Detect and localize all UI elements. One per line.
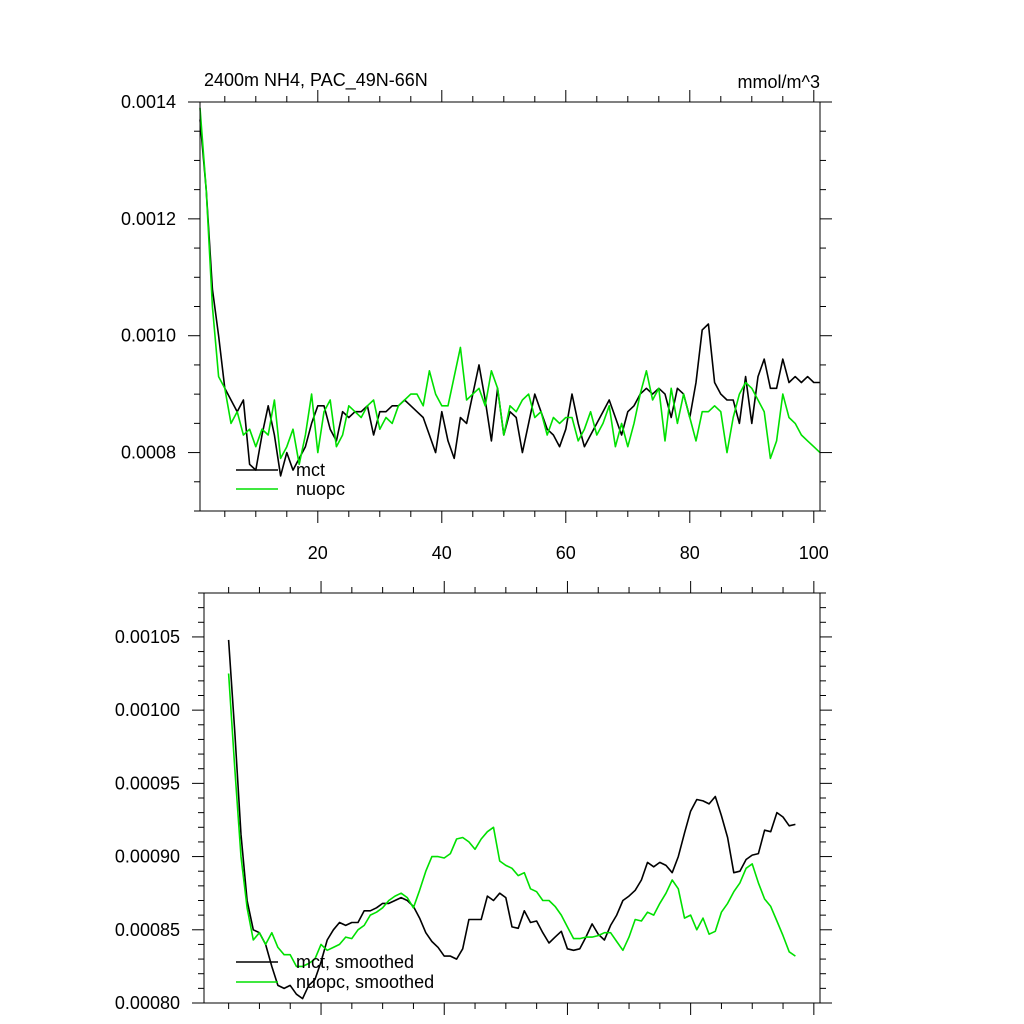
top-panel: 2400m NH4, PAC_49N-66N mmol/m^3 20 40 60 80… <box>121 70 832 563</box>
top-title: 2400m NH4, PAC_49N-66N <box>204 70 428 91</box>
y-tick-label: 0.0008 <box>121 443 176 463</box>
y-tick-label: 0.00080 <box>115 993 180 1013</box>
series-line-nuopc <box>199 107 821 466</box>
legend-label: nuopc <box>296 479 345 499</box>
bottom-panel: 0.00080 0.00085 0.00090 0.00095 0.00100 0.001… <box>115 581 832 1015</box>
y-tick-label: 0.0014 <box>121 92 176 112</box>
y-tick-label: 0.0010 <box>121 326 176 346</box>
legend-label: nuopc, smoothed <box>296 972 434 992</box>
y-tick-label: 0.00095 <box>115 773 180 793</box>
y-tick-label: 0.00090 <box>115 847 180 867</box>
bottom-ticks: 0.00080 0.00085 0.00090 0.00095 0.00100 0.001… <box>115 581 832 1015</box>
top-plot-frame <box>199 101 821 512</box>
series-line-mct <box>199 119 820 477</box>
series-line-mct <box>227 639 796 1000</box>
y-tick-label: 0.00100 <box>115 700 180 720</box>
x-tick-label: 20 <box>308 543 328 563</box>
x-tick-label: 80 <box>680 543 700 563</box>
top-units: mmol/m^3 <box>738 72 820 92</box>
y-tick-label: 0.00105 <box>115 627 180 647</box>
x-tick-label: 60 <box>556 543 576 563</box>
y-tick-label: 0.00085 <box>115 920 180 940</box>
bottom-plot-frame <box>203 592 821 1004</box>
x-tick-label: 40 <box>432 543 452 563</box>
series-line-nuopc <box>227 673 796 968</box>
bottom-series <box>227 639 796 1000</box>
x-tick-label: 100 <box>799 543 829 563</box>
top-series <box>199 107 821 477</box>
top-ticks: 20 40 60 80 100 0.0008 0.0010 0.0012 0.0014 <box>121 90 832 563</box>
legend-label: mct <box>296 460 325 480</box>
y-tick-label: 0.0012 <box>121 209 176 229</box>
legend-label: mct, smoothed <box>296 952 414 972</box>
